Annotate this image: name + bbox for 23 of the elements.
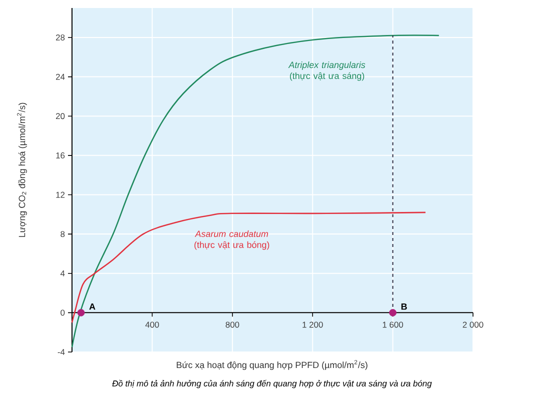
x-tick-label: 1 200 [302,322,323,328]
y-tick-label: 12 [56,192,65,198]
line-series [71,212,426,324]
y-tick-label: 4 [60,270,65,276]
x-tick-label: 400 [145,322,159,328]
annotation: B [401,303,407,310]
y-tick-label: 16 [56,152,65,158]
line-series [71,34,440,348]
text: Atriplex triangularis (thực vật ưa sáng) [288,61,366,81]
annotation: A [89,303,96,310]
y-tick-label: -4 [58,349,65,355]
y-tick-label: 20 [56,113,65,120]
y-axis-title: Lượng CO$_{2}$ đồng hoá (µmol/m$^{2}$/s) [17,102,27,237]
text: Đồ thị mô tả ảnh hưởng của ánh sáng đến quang hợp ở thực vật ưa sáng và ưa bóng [112,380,432,388]
x-tick-label: 1 600 [382,322,404,328]
x-tick-label: 800 [226,322,240,328]
x-tick-label: 2 000 [462,322,484,328]
y-tick-label: 28 [56,34,65,40]
y-tick-label: 0 [60,310,65,316]
series-label: Asarum caudatum (thực vật ưa bóng) [194,230,270,250]
x-axis-title: Bức xạ hoạt động quang hợp PPFD (µmol/m$^{2}$/s) [176,360,368,370]
y-tick-label: 8 [60,231,65,238]
y-tick-label: 24 [56,74,65,80]
